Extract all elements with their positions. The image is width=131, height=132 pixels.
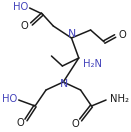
Text: NH₂: NH₂	[110, 94, 129, 104]
Text: O: O	[119, 30, 127, 40]
Text: N: N	[68, 29, 77, 39]
Text: HO: HO	[2, 94, 17, 104]
Text: N: N	[60, 79, 68, 89]
Text: O: O	[21, 21, 29, 31]
Text: O: O	[71, 119, 79, 129]
Text: O: O	[16, 118, 24, 128]
Text: HO: HO	[13, 2, 28, 12]
Text: H₂N: H₂N	[83, 59, 102, 69]
